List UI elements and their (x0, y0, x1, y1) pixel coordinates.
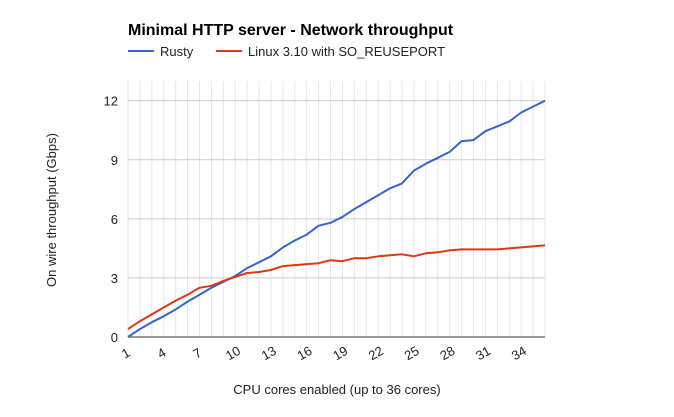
series-lines (127, 99, 546, 338)
x-tick-label-7: 22 (366, 343, 386, 363)
y-tick-label-3: 9 (111, 153, 118, 168)
y-tick-label-0: 0 (111, 330, 118, 345)
x-tick-label-5: 16 (294, 343, 314, 363)
x-tick-label-8: 25 (402, 343, 422, 363)
y-axis-label: On wire throughput (Gbps) (44, 133, 59, 287)
vertical-gridlines (127, 81, 546, 337)
y-tick-label-1: 3 (111, 271, 118, 286)
series-line-1 (127, 244, 546, 330)
series-line-0 (127, 99, 546, 338)
x-tick-label-9: 28 (437, 343, 457, 363)
x-tick-label-2: 7 (190, 345, 204, 362)
x-tick-label-4: 13 (259, 343, 279, 363)
legend-label-0: Rusty (160, 44, 194, 59)
y-axis-ticks: 0 3 6 9 12 (104, 94, 118, 345)
x-axis-label: CPU cores enabled (up to 36 cores) (233, 382, 440, 397)
chart-title: Minimal HTTP server - Network throughput (128, 22, 454, 39)
legend: Rusty Linux 3.10 with SO_REUSEPORT (128, 44, 445, 59)
y-tick-label-4: 12 (104, 94, 118, 109)
x-axis-ticks: 1 4 7 10 13 16 19 22 25 28 31 34 (119, 343, 529, 363)
horizontal-gridlines (128, 100, 545, 279)
x-tick-label-1: 4 (155, 345, 169, 362)
x-tick-label-0: 1 (119, 345, 133, 362)
x-tick-label-10: 31 (473, 343, 493, 363)
x-tick-label-6: 19 (330, 343, 350, 363)
x-tick-label-3: 10 (223, 343, 243, 363)
x-tick-label-11: 34 (509, 343, 529, 363)
legend-label-1: Linux 3.10 with SO_REUSEPORT (248, 44, 445, 59)
y-tick-label-2: 6 (111, 212, 118, 227)
